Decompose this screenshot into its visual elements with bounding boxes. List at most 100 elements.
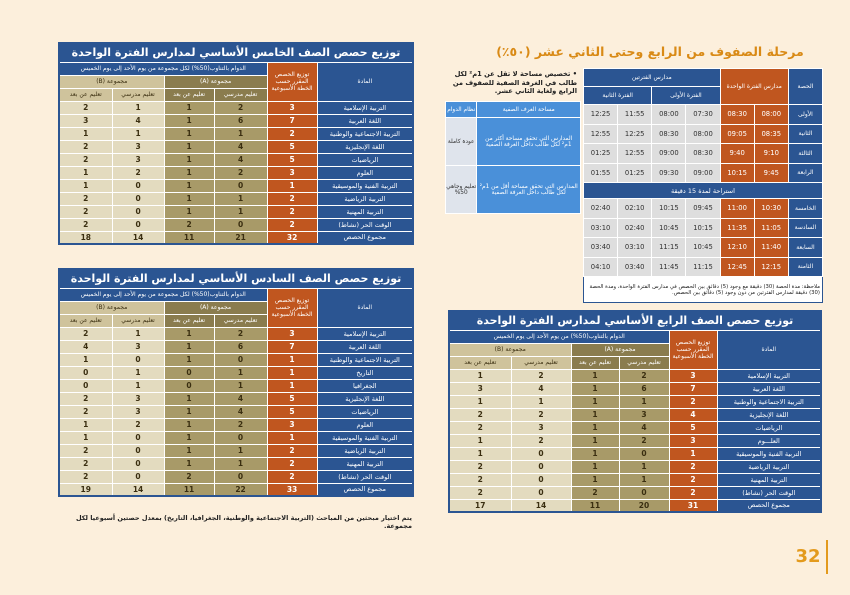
table-row: التربية الاجتماعية والوطنية 1 0 1 0 1 bbox=[58, 352, 414, 367]
b-school-cell: 0 bbox=[111, 352, 165, 367]
table-row: التربية الاجتماعية والوطنية 2 1 1 1 1 bbox=[448, 394, 822, 409]
b-school-cell: 4 bbox=[510, 381, 572, 396]
a-school-cell: 0 bbox=[213, 178, 268, 193]
subject-cell: التربية الفنية والموسيقية bbox=[316, 430, 414, 445]
b-remote-cell: 2 bbox=[448, 420, 512, 435]
table-row: التربية الإسلامية 3 2 1 1 2 bbox=[58, 326, 414, 341]
weekly-total-cell: 2 bbox=[266, 469, 318, 484]
b-school-cell: 14 bbox=[510, 498, 572, 513]
time-cell: 10:15 bbox=[685, 217, 721, 238]
weekly-total-cell: 1 bbox=[266, 352, 318, 367]
table-row: التربية المهنية 2 1 1 0 2 bbox=[58, 456, 414, 471]
table-row: مجموع الحصص 32 21 11 14 18 bbox=[58, 230, 414, 245]
b-remote-cell: 1 bbox=[58, 126, 113, 141]
b-remote-cell: 2 bbox=[58, 204, 113, 219]
table-row: التربية المهنية 2 1 1 0 2 bbox=[448, 472, 822, 487]
grade5-table: توزيع حصص الصف الخامس الأساسي لمدارس الف… bbox=[58, 42, 415, 245]
time-cell: 11:15 bbox=[685, 256, 721, 277]
table-row: اللغة الإنجليزية 4 3 1 2 2 bbox=[448, 407, 822, 422]
subject-cell: الوقت الحر (نشاط) bbox=[716, 485, 822, 500]
b-school-cell: 1 bbox=[111, 126, 165, 141]
b-remote-cell: 0 bbox=[58, 378, 113, 393]
a-school-cell: 1 bbox=[618, 394, 670, 409]
time-cell: 01:25 bbox=[582, 143, 619, 164]
grade6-note: يتم اختيار مبحثين من المباحث (التربية ال… bbox=[75, 514, 412, 530]
a-school-cell: 1 bbox=[213, 456, 268, 471]
time-cell: 03:10 bbox=[617, 237, 653, 258]
table-row: اللغة العربية 7 6 1 3 4 bbox=[58, 339, 414, 354]
b-school-cell: 2 bbox=[510, 407, 572, 422]
b-school-cell: 0 bbox=[510, 446, 572, 461]
a-remote-cell: 1 bbox=[570, 446, 620, 461]
a-school-cell: 2 bbox=[618, 433, 670, 448]
a-remote-cell: 1 bbox=[163, 456, 215, 471]
subject-cell: اللغة العربية bbox=[316, 113, 414, 128]
a-remote-cell: 1 bbox=[570, 368, 620, 383]
a-school-cell: 20 bbox=[618, 498, 670, 513]
b-school-cell: 2 bbox=[111, 417, 165, 432]
a-school-cell: 0 bbox=[213, 217, 268, 232]
time-cell: 12:45 bbox=[719, 256, 755, 277]
b-remote-cell: 2 bbox=[58, 456, 113, 471]
time-cell: 09:45 bbox=[685, 198, 721, 219]
header-a-school: تعليم مدرسي bbox=[618, 355, 670, 370]
subject-cell: الرياضيات bbox=[316, 152, 414, 167]
a-remote-cell: 1 bbox=[163, 113, 215, 128]
a-remote-cell: 11 bbox=[163, 230, 215, 245]
header-subject: المادة bbox=[316, 61, 414, 102]
time-cell: 12:55 bbox=[582, 123, 619, 144]
a-remote-cell: 1 bbox=[163, 204, 215, 219]
table-row: الرياضيات 5 4 1 3 2 bbox=[58, 404, 414, 419]
subject-cell: الجغرافيا bbox=[316, 378, 414, 393]
subject-cell: التربية المهنية bbox=[716, 472, 822, 487]
b-school-cell: 0 bbox=[111, 191, 165, 206]
header-double-shift: مدارس الفترتين bbox=[583, 68, 721, 87]
subject-cell: التاريخ bbox=[316, 365, 414, 380]
a-remote-cell: 1 bbox=[163, 391, 215, 406]
weekly-total-cell: 3 bbox=[668, 433, 718, 448]
period-row: الرابعة 9:45 10:15 09:00 09:30 01:25 01:55 bbox=[582, 162, 824, 183]
a-school-cell: 1 bbox=[618, 459, 670, 474]
weekly-total-cell: 5 bbox=[266, 391, 318, 406]
subject-cell: مجموع الحصص bbox=[716, 498, 822, 513]
period-row: الأولى 08:00 08:30 07:30 08:00 11:55 12:25 bbox=[582, 104, 824, 125]
table-row: مجموع الحصص 31 20 11 14 17 bbox=[448, 498, 822, 513]
header-group-a: مجموعة (A) bbox=[163, 300, 268, 315]
b-school-cell: 0 bbox=[111, 178, 165, 193]
time-cell: 02:40 bbox=[582, 198, 619, 219]
time-cell: 11:35 bbox=[719, 217, 755, 238]
b-remote-cell: 0 bbox=[58, 365, 113, 380]
period-row: الثامنة 12:15 12:45 11:15 11:45 03:40 04:10 bbox=[582, 256, 824, 277]
weekly-total-cell: 2 bbox=[266, 126, 318, 141]
subject-cell: اللغة الإنجليزية bbox=[316, 391, 414, 406]
b-remote-cell: 1 bbox=[448, 394, 512, 409]
weekly-total-cell: 3 bbox=[266, 326, 318, 341]
header-b-remote: تعليم عن بعد bbox=[58, 87, 113, 102]
header-group-b: مجموعة (B) bbox=[58, 74, 165, 89]
a-remote-cell: 1 bbox=[570, 459, 620, 474]
period-row: الثالثة 9:10 9:40 08:30 09:00 12:55 01:25 bbox=[582, 143, 824, 164]
a-school-cell: 21 bbox=[213, 230, 268, 245]
b-school-cell: 0 bbox=[510, 485, 572, 500]
weekly-total-cell: 2 bbox=[266, 443, 318, 458]
weekly-total-cell: 2 bbox=[668, 485, 718, 500]
b-remote-cell: 1 bbox=[58, 165, 113, 180]
table-row: مجموع الحصص 33 22 11 14 19 bbox=[58, 482, 414, 497]
header-area: مساحة الغرف الصفية bbox=[476, 101, 581, 119]
b-remote-cell: 17 bbox=[448, 498, 512, 513]
a-remote-cell: 11 bbox=[570, 498, 620, 513]
table-row: الرياضيات 5 4 1 3 2 bbox=[58, 152, 414, 167]
weekly-total-cell: 1 bbox=[266, 430, 318, 445]
time-cell: 09:05 bbox=[719, 123, 755, 144]
time-cell: 12:15 bbox=[753, 256, 789, 277]
b-school-cell: 1 bbox=[510, 394, 572, 409]
period-row: السابعة 11:40 12:10 10:45 11:15 03:10 03:40 bbox=[582, 237, 824, 258]
b-school-cell: 1 bbox=[111, 100, 165, 115]
page-number: 32 bbox=[790, 540, 828, 574]
time-cell: 10:30 bbox=[753, 198, 789, 219]
table-row: اللغة الإنجليزية 5 4 1 3 2 bbox=[58, 139, 414, 154]
time-cell: 11:00 bbox=[719, 198, 755, 219]
period-label: الثانية bbox=[787, 123, 824, 144]
b-remote-cell: 2 bbox=[58, 326, 113, 341]
period-row: الخامسة 10:30 11:00 09:45 10:15 02:10 02:40 bbox=[582, 198, 824, 219]
